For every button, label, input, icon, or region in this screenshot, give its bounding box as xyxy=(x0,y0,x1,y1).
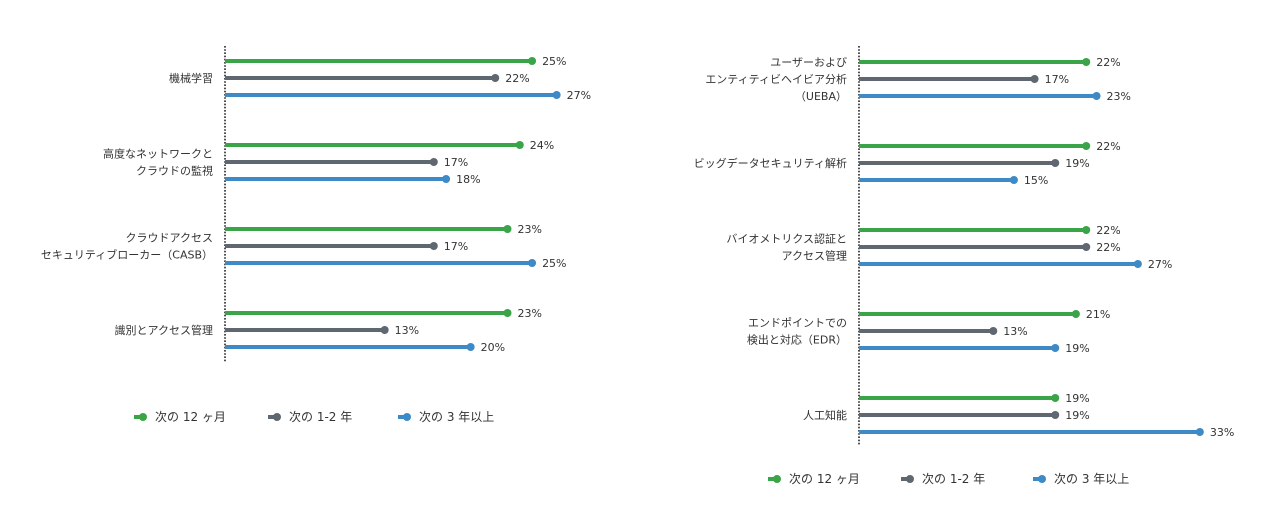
legend-label: 次の 12 ヶ月 xyxy=(789,472,860,486)
category-label: クラウドアクセス xyxy=(126,232,213,245)
data-label: 17% xyxy=(444,156,468,169)
data-label: 13% xyxy=(1003,325,1027,338)
legend-label: 次の 1-2 年 xyxy=(289,410,352,424)
bar-end-dot xyxy=(552,91,561,99)
bar-end-dot xyxy=(1030,75,1039,83)
data-label: 20% xyxy=(481,341,505,354)
bar-end-dot xyxy=(989,327,998,335)
data-label: 27% xyxy=(1148,258,1172,271)
legend-dot xyxy=(273,413,281,421)
legend-dot xyxy=(403,413,411,421)
data-label: 24% xyxy=(530,139,554,152)
data-label: 33% xyxy=(1210,426,1234,439)
category-label: セキュリティブローカー（CASB） xyxy=(41,248,213,262)
category-label: エンティティビヘイビア分析 xyxy=(705,72,847,86)
category-label: バイオメトリクス認証と xyxy=(726,232,847,246)
bar-end-dot xyxy=(1082,58,1091,66)
bar-end-dot xyxy=(442,175,451,183)
bar-end-dot xyxy=(528,259,537,267)
bar-end-dot xyxy=(1082,226,1091,234)
bar-end-dot xyxy=(429,242,438,250)
data-label: 19% xyxy=(1065,409,1089,422)
data-label: 18% xyxy=(456,173,480,186)
data-label: 19% xyxy=(1065,392,1089,405)
legend-dot xyxy=(1038,475,1046,483)
legend-dot xyxy=(906,475,914,483)
legend-label: 次の 3 年以上 xyxy=(1054,472,1129,486)
data-label: 22% xyxy=(505,72,529,85)
legend-item: 次の 12 ヶ月 xyxy=(134,410,226,424)
data-label: 23% xyxy=(518,223,542,236)
category-label: 人工知能 xyxy=(803,408,847,422)
bar-end-dot xyxy=(429,158,438,166)
data-label: 17% xyxy=(444,240,468,253)
category-label: 検出と対応（EDR） xyxy=(747,333,847,347)
legend-dot xyxy=(139,413,147,421)
data-label: 19% xyxy=(1065,157,1089,170)
data-label: 25% xyxy=(542,55,566,68)
category-label: 識別とアクセス管理 xyxy=(115,323,213,337)
data-label: 13% xyxy=(395,324,419,337)
bar-end-dot xyxy=(1051,159,1060,167)
category-label: クラウドの監視 xyxy=(136,164,213,178)
legend-label: 次の 12 ヶ月 xyxy=(155,410,226,424)
bar-end-dot xyxy=(528,57,537,65)
category-label: 高度なネットワークと xyxy=(103,147,213,161)
category-label: （UEBA） xyxy=(795,90,847,103)
bar-end-dot xyxy=(1051,394,1060,402)
bar-end-dot xyxy=(1082,142,1091,150)
legend-item: 次の 1-2 年 xyxy=(268,410,352,424)
legend-dot xyxy=(773,475,781,483)
bar-end-dot xyxy=(1092,92,1101,100)
legend-label: 次の 1-2 年 xyxy=(922,472,985,486)
bar-end-dot xyxy=(1051,344,1060,352)
bar-end-dot xyxy=(1071,310,1080,318)
legend-label: 次の 3 年以上 xyxy=(419,410,494,424)
data-label: 17% xyxy=(1045,73,1069,86)
category-label: ユーザーおよび xyxy=(770,56,847,69)
category-label: ビッグデータセキュリティ解析 xyxy=(694,156,847,170)
data-label: 23% xyxy=(518,307,542,320)
bar-end-dot xyxy=(466,343,475,351)
data-label: 25% xyxy=(542,257,566,270)
bar-end-dot xyxy=(503,225,512,233)
data-label: 27% xyxy=(567,89,591,102)
legend-item: 次の 3 年以上 xyxy=(398,410,494,424)
data-label: 21% xyxy=(1086,308,1110,321)
legend-item: 次の 3 年以上 xyxy=(1033,472,1129,486)
bar-end-dot xyxy=(1009,176,1018,184)
category-label: エンドポイントでの xyxy=(748,317,847,330)
bar-end-dot xyxy=(503,309,512,317)
bar-end-dot xyxy=(1051,411,1060,419)
data-label: 22% xyxy=(1096,241,1120,254)
data-label: 22% xyxy=(1096,56,1120,69)
data-label: 22% xyxy=(1096,224,1120,237)
bar-end-dot xyxy=(1195,428,1204,436)
category-label: 機械学習 xyxy=(169,71,213,85)
bar-end-dot xyxy=(1133,260,1142,268)
data-label: 23% xyxy=(1107,90,1131,103)
data-label: 19% xyxy=(1065,342,1089,355)
bar-end-dot xyxy=(515,141,524,149)
data-label: 22% xyxy=(1096,140,1120,153)
bar-end-dot xyxy=(1082,243,1091,251)
category-label: アクセス管理 xyxy=(782,249,847,263)
bar-end-dot xyxy=(491,74,500,82)
legend-item: 次の 12 ヶ月 xyxy=(768,472,860,486)
data-label: 15% xyxy=(1024,174,1048,187)
legend-item: 次の 1-2 年 xyxy=(901,472,985,486)
bar-end-dot xyxy=(380,326,389,334)
